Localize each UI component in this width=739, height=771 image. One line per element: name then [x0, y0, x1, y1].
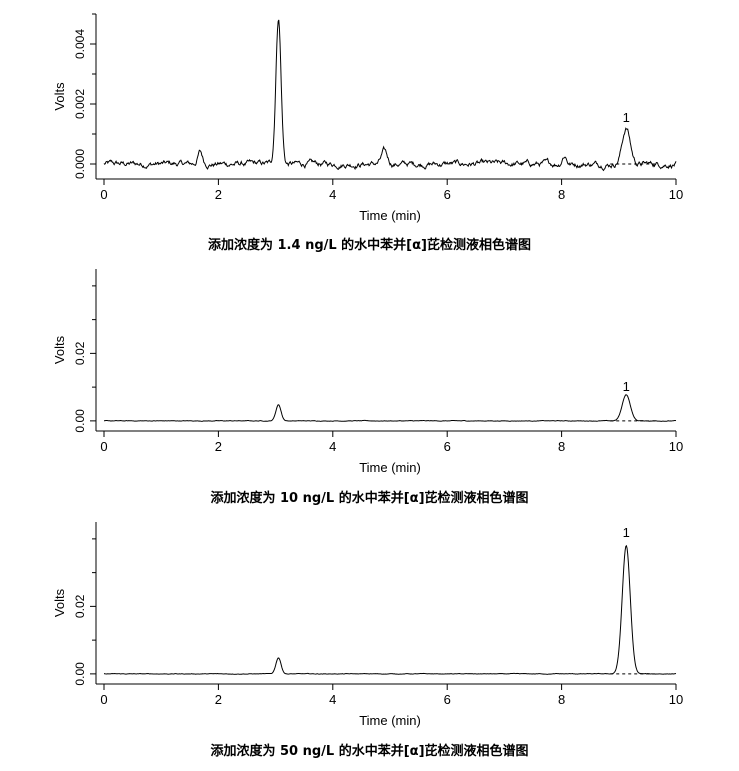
peak-label: 1 — [623, 379, 630, 394]
y-tick-label: 0.00 — [73, 409, 87, 433]
y-tick-label: 0.000 — [73, 149, 87, 179]
y-tick-label: 0.002 — [73, 89, 87, 119]
y-tick-label: 0.02 — [73, 594, 87, 618]
y-axis-label: Volts — [52, 82, 67, 111]
caption-3: 添加浓度为 50 ng/L 的水中苯并[α]芘检测液相色谱图 — [210, 744, 529, 759]
x-tick-label: 2 — [215, 692, 222, 707]
x-tick-label: 2 — [215, 187, 222, 202]
y-tick-label: 0.02 — [73, 341, 87, 365]
x-tick-label: 10 — [669, 692, 683, 707]
x-tick-label: 8 — [558, 187, 565, 202]
x-tick-label: 6 — [444, 439, 451, 454]
x-axis-label: Time (min) — [359, 208, 421, 223]
chromatogram-trace — [103, 544, 677, 675]
x-tick-label: 2 — [215, 439, 222, 454]
y-axis-label: Volts — [52, 588, 67, 617]
chromatogram-trace — [103, 394, 677, 422]
x-axis-label: Time (min) — [359, 460, 421, 475]
y-tick-label: 0.004 — [73, 29, 87, 59]
x-tick-label: 10 — [669, 187, 683, 202]
x-tick-label: 6 — [444, 187, 451, 202]
chromatogram-trace — [103, 19, 677, 172]
x-tick-label: 4 — [329, 439, 336, 454]
x-tick-label: 6 — [444, 692, 451, 707]
y-tick-label: 0.00 — [73, 662, 87, 686]
x-tick-label: 0 — [100, 187, 107, 202]
x-tick-label: 4 — [329, 692, 336, 707]
x-tick-label: 8 — [558, 439, 565, 454]
x-axis-label: Time (min) — [359, 713, 421, 728]
x-tick-label: 0 — [100, 439, 107, 454]
x-tick-label: 10 — [669, 439, 683, 454]
caption-1: 添加浓度为 1.4 ng/L 的水中苯并[α]芘检测液相色谱图 — [207, 238, 531, 253]
peak-label: 1 — [623, 110, 630, 125]
y-axis-label: Volts — [52, 335, 67, 364]
caption-2: 添加浓度为 10 ng/L 的水中苯并[α]芘检测液相色谱图 — [210, 491, 529, 506]
x-tick-label: 0 — [100, 692, 107, 707]
peak-label: 1 — [623, 525, 630, 540]
x-tick-label: 4 — [329, 187, 336, 202]
x-tick-label: 8 — [558, 692, 565, 707]
